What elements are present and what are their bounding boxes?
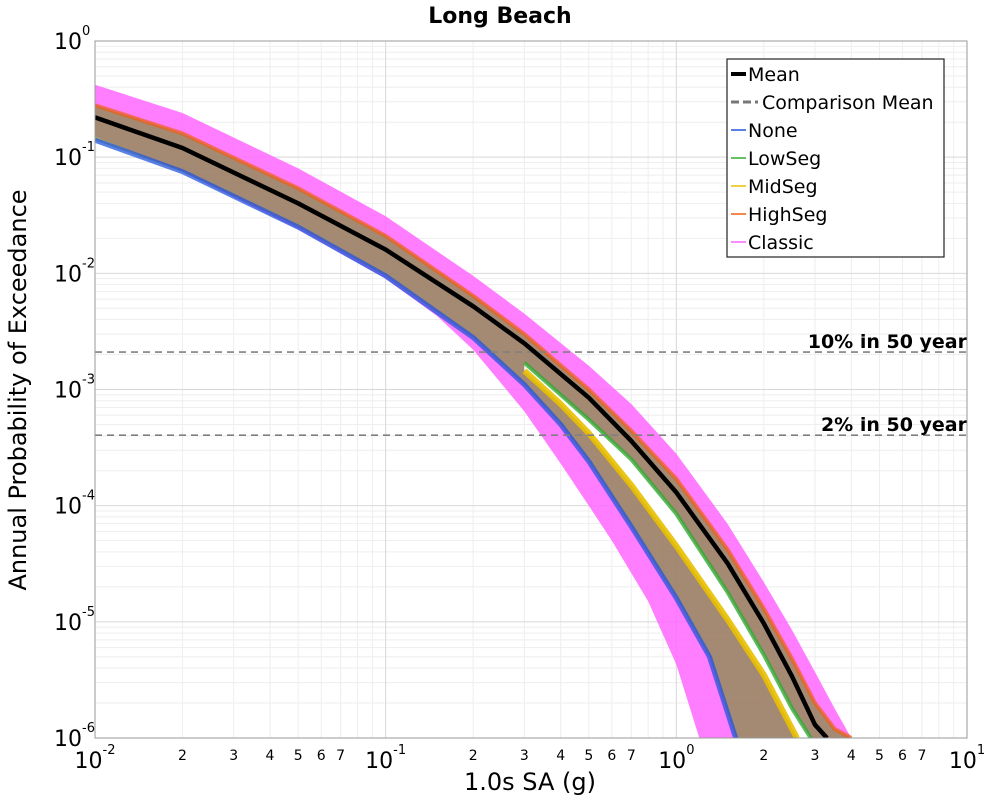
mean-series-line: [95, 115, 829, 738]
y-tick-label: 10-6: [54, 721, 95, 752]
x-tick-label: 101: [949, 743, 985, 774]
x-minor-tick-label: 4: [556, 748, 565, 764]
y-tick-label: 10-4: [54, 489, 95, 520]
legend-entry-label: LowSeg: [748, 148, 821, 170]
x-minor-tick-label: 4: [266, 748, 275, 764]
x-tick-label: 10-1: [365, 743, 406, 774]
x-minor-tick-label: 5: [584, 748, 593, 764]
y-tick-label: 100: [54, 24, 90, 55]
x-minor-tick-label: 3: [229, 748, 238, 764]
legend-entry-label: Comparison Mean: [762, 92, 934, 114]
x-minor-tick-label: 2: [178, 748, 187, 764]
x-minor-tick-label: 7: [918, 748, 927, 764]
legend-entry-label: None: [748, 120, 798, 142]
none-series-line: [95, 137, 739, 738]
x-minor-tick-label: 3: [520, 748, 529, 764]
midseg-series-line: [522, 368, 800, 738]
x-minor-tick-label: 7: [336, 748, 345, 764]
x-minor-tick-label: 3: [811, 748, 820, 764]
legend-entry-label: HighSeg: [748, 204, 827, 226]
series-lines: [95, 115, 829, 738]
lowseg-series-line: [523, 361, 813, 738]
x-minor-tick-label: 2: [759, 748, 768, 764]
y-tick-label: 10-1: [54, 140, 95, 171]
reference-line-label: 2% in 50 year: [821, 414, 968, 436]
y-tick-label: 10-5: [54, 605, 95, 636]
y-tick-label: 10-3: [54, 373, 95, 404]
plot-frame: [94, 40, 968, 739]
y-tick-label: 10-2: [54, 256, 95, 287]
highseg-series-line: [95, 103, 853, 738]
x-minor-tick-label: 5: [294, 748, 303, 764]
reference-lines: 10% in 50 year 2% in 50 year: [95, 331, 968, 436]
y-axis-ticks: 100 10-1 10-2 10-3 10-4 10-5 10-6: [54, 24, 95, 752]
x-minor-tick-label: 5: [875, 748, 884, 764]
x-minor-tick-label: 6: [898, 748, 907, 764]
x-minor-tick-label: 6: [607, 748, 616, 764]
branch-gap: [524, 362, 811, 738]
x-minor-tick-label: 6: [317, 748, 326, 764]
x-minor-tick-label: 2: [469, 748, 478, 764]
legend-entry-label: Mean: [748, 64, 800, 86]
x-minor-tick-label: 7: [627, 748, 636, 764]
x-axis-label: 1.0s SA (g): [464, 768, 596, 796]
x-tick-label: 10-2: [75, 743, 116, 774]
legend-entry-label: Classic: [748, 232, 814, 254]
legend-entry-label: MidSeg: [748, 176, 818, 198]
reference-line-label: 10% in 50 year: [808, 331, 968, 353]
x-tick-label: 100: [658, 743, 694, 774]
x-minor-tick-label: 4: [847, 748, 856, 764]
chart-title: Long Beach: [428, 4, 571, 29]
legend: Mean Comparison Mean None LowSeg MidSeg HighS…: [726, 58, 945, 258]
y-axis-label: Annual Probability of Exceedance: [4, 189, 32, 590]
legend-box: [726, 58, 945, 258]
fractile-bands: [95, 84, 853, 738]
